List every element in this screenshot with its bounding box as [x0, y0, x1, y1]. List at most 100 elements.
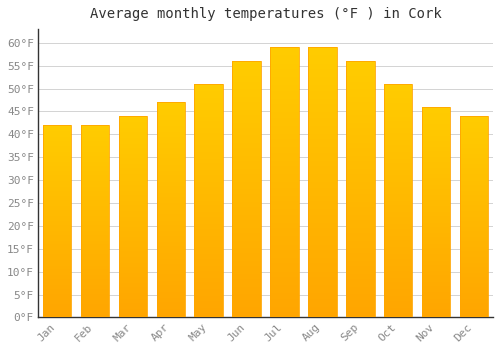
- Bar: [118, 116, 147, 118]
- Bar: [118, 199, 147, 201]
- Bar: [118, 144, 147, 146]
- Bar: [194, 273, 223, 275]
- Bar: [308, 261, 336, 264]
- Bar: [194, 133, 223, 135]
- Bar: [270, 220, 299, 223]
- Bar: [346, 287, 374, 289]
- Bar: [308, 253, 336, 256]
- Bar: [232, 94, 261, 97]
- Bar: [384, 247, 412, 250]
- Bar: [118, 178, 147, 181]
- Bar: [156, 251, 185, 253]
- Bar: [346, 217, 374, 220]
- Bar: [43, 164, 72, 166]
- Bar: [308, 115, 336, 118]
- Bar: [346, 207, 374, 210]
- Bar: [308, 304, 336, 307]
- Bar: [232, 99, 261, 102]
- Bar: [43, 302, 72, 304]
- Bar: [156, 109, 185, 111]
- Bar: [194, 138, 223, 140]
- Bar: [81, 202, 109, 204]
- Bar: [422, 305, 450, 307]
- Bar: [194, 96, 223, 98]
- Bar: [43, 173, 72, 175]
- Bar: [460, 144, 488, 146]
- Bar: [43, 266, 72, 267]
- Bar: [460, 205, 488, 207]
- Bar: [194, 294, 223, 296]
- Bar: [232, 176, 261, 179]
- Bar: [156, 281, 185, 283]
- Bar: [118, 184, 147, 187]
- Bar: [81, 298, 109, 300]
- Bar: [346, 87, 374, 89]
- Bar: [346, 105, 374, 107]
- Bar: [156, 236, 185, 238]
- Bar: [346, 248, 374, 251]
- Bar: [194, 226, 223, 229]
- Bar: [194, 252, 223, 254]
- Bar: [118, 277, 147, 279]
- Bar: [81, 281, 109, 283]
- Bar: [232, 271, 261, 274]
- Bar: [384, 173, 412, 175]
- Bar: [270, 272, 299, 274]
- Bar: [460, 146, 488, 148]
- Bar: [232, 307, 261, 310]
- Bar: [81, 275, 109, 277]
- Bar: [422, 248, 450, 250]
- Bar: [460, 312, 488, 314]
- Bar: [156, 154, 185, 156]
- Bar: [118, 136, 147, 138]
- Bar: [43, 154, 72, 156]
- Bar: [422, 311, 450, 313]
- Bar: [308, 128, 336, 131]
- Bar: [270, 296, 299, 299]
- Bar: [43, 239, 72, 240]
- Bar: [270, 218, 299, 220]
- Bar: [81, 258, 109, 260]
- Bar: [460, 183, 488, 184]
- Bar: [118, 150, 147, 152]
- Bar: [460, 273, 488, 275]
- Bar: [118, 173, 147, 174]
- Bar: [308, 247, 336, 250]
- Bar: [232, 217, 261, 220]
- Bar: [43, 250, 72, 252]
- Bar: [346, 122, 374, 125]
- Bar: [308, 126, 336, 128]
- Bar: [460, 160, 488, 162]
- Bar: [308, 61, 336, 64]
- Bar: [81, 146, 109, 148]
- Bar: [270, 172, 299, 174]
- Bar: [118, 128, 147, 130]
- Bar: [194, 240, 223, 243]
- Bar: [346, 107, 374, 110]
- Bar: [194, 107, 223, 110]
- Bar: [118, 239, 147, 241]
- Bar: [346, 82, 374, 84]
- Bar: [346, 141, 374, 143]
- Bar: [422, 208, 450, 210]
- Bar: [308, 47, 336, 317]
- Bar: [384, 93, 412, 96]
- Bar: [422, 158, 450, 160]
- Bar: [118, 168, 147, 170]
- Bar: [118, 243, 147, 245]
- Bar: [346, 192, 374, 195]
- Bar: [194, 285, 223, 287]
- Bar: [81, 289, 109, 290]
- Bar: [460, 301, 488, 303]
- Bar: [81, 131, 109, 133]
- Bar: [232, 153, 261, 156]
- Bar: [118, 187, 147, 189]
- Bar: [460, 243, 488, 245]
- Bar: [270, 180, 299, 182]
- Bar: [384, 96, 412, 98]
- Bar: [460, 191, 488, 192]
- Bar: [81, 306, 109, 308]
- Bar: [43, 229, 72, 231]
- Bar: [43, 125, 72, 127]
- Bar: [81, 162, 109, 164]
